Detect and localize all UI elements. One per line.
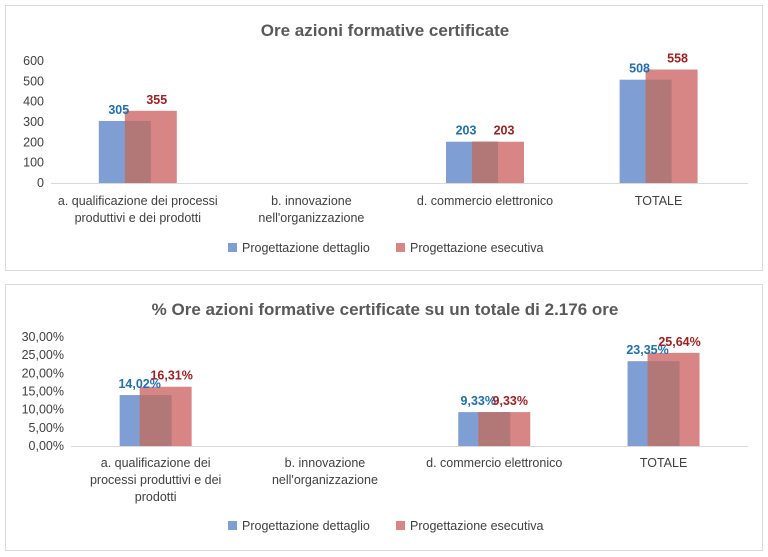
data-label-esecutiva: 203 bbox=[494, 124, 515, 138]
category-label: nell'organizzazione bbox=[272, 473, 378, 487]
bar-overlap bbox=[647, 361, 680, 446]
chart-hours-svg: Ore azioni formative certificate 0 100 200 3… bbox=[23, 21, 748, 255]
category-label: nell'organizzazione bbox=[258, 211, 364, 225]
data-label-esecutiva: 16,31% bbox=[150, 369, 192, 383]
data-label-dettaglio: 23,35% bbox=[626, 343, 668, 357]
bar-overlap bbox=[472, 141, 498, 183]
legend-swatch bbox=[396, 521, 405, 530]
y-tick-label: 200 bbox=[23, 135, 44, 149]
bar-overlap bbox=[139, 395, 172, 446]
y-tick-label: 30,00% bbox=[22, 330, 64, 344]
bar-overlap bbox=[645, 79, 672, 183]
chart-title: Ore azioni formative certificate bbox=[261, 21, 509, 40]
legend-label: Progettazione esecutiva bbox=[410, 241, 543, 255]
bar-overlap bbox=[124, 120, 151, 183]
category-label: b. innovazione bbox=[271, 194, 352, 208]
y-tick-label: 400 bbox=[23, 95, 44, 109]
category-label: TOTALE bbox=[635, 194, 682, 208]
data-label-dettaglio: 305 bbox=[108, 103, 129, 117]
category-label: produttivi e dei prodotti bbox=[75, 211, 201, 225]
y-tick-label: 500 bbox=[23, 74, 44, 88]
y-tick-label: 100 bbox=[23, 156, 44, 170]
data-label-esecutiva: 25,64% bbox=[658, 335, 700, 349]
y-tick-label: 0,00% bbox=[29, 439, 64, 453]
y-tick-label: 10,00% bbox=[22, 403, 64, 417]
category-label: b. innovazione bbox=[285, 456, 366, 470]
category-label: a. qualificazione dei processi bbox=[58, 194, 218, 208]
category-label: processi produttivi e dei bbox=[90, 473, 221, 487]
data-label-esecutiva: 558 bbox=[667, 52, 688, 66]
legend-label: Progettazione esecutiva bbox=[410, 519, 543, 533]
legend-swatch bbox=[228, 243, 237, 252]
data-label-esecutiva: 9,33% bbox=[493, 394, 528, 408]
data-label-dettaglio: 508 bbox=[629, 62, 650, 76]
category-label: prodotti bbox=[135, 490, 177, 504]
data-label-esecutiva: 355 bbox=[146, 93, 167, 107]
category-label: a. qualificazione dei bbox=[101, 456, 211, 470]
y-tick-label: 25,00% bbox=[22, 348, 64, 362]
y-tick-label: 5,00% bbox=[29, 421, 64, 435]
chart-title: % Ore azioni formative certificate su un… bbox=[152, 300, 619, 319]
y-tick-label: 0 bbox=[37, 176, 44, 190]
y-tick-label: 600 bbox=[23, 54, 44, 68]
data-label-dettaglio: 14,02% bbox=[118, 377, 160, 391]
chart-panel-hours: Ore azioni formative certificate 0 100 200 3… bbox=[5, 5, 763, 271]
category-label: TOTALE bbox=[640, 456, 687, 470]
legend-label: Progettazione dettaglio bbox=[242, 519, 370, 533]
chart-percent-svg: % Ore azioni formative certificate su un… bbox=[22, 300, 748, 533]
legend-label: Progettazione dettaglio bbox=[242, 241, 370, 255]
data-label-dettaglio: 9,33% bbox=[461, 394, 496, 408]
legend-swatch bbox=[396, 243, 405, 252]
category-label: d. commercio elettronico bbox=[426, 456, 562, 470]
chart-panel-percent: % Ore azioni formative certificate su un… bbox=[5, 284, 763, 551]
legend-swatch bbox=[228, 521, 237, 530]
category-label: d. commercio elettronico bbox=[417, 194, 553, 208]
y-tick-label: 300 bbox=[23, 115, 44, 129]
y-tick-label: 15,00% bbox=[22, 385, 64, 399]
bar-overlap bbox=[478, 412, 511, 446]
y-tick-label: 20,00% bbox=[22, 366, 64, 380]
data-label-dettaglio: 203 bbox=[456, 124, 477, 138]
